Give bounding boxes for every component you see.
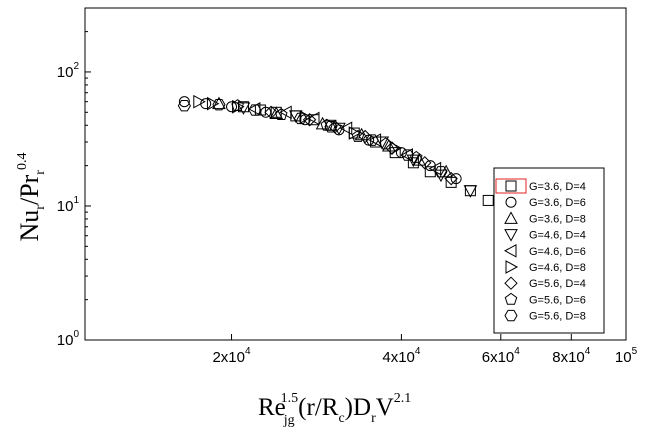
y-tick-label: 102 xyxy=(57,61,80,81)
legend-label: G=4.6, D=4 xyxy=(529,230,586,242)
data-point xyxy=(434,166,448,178)
x-axis-label: Rejg 1.5(r/Rc)DrV2.1 xyxy=(258,391,411,428)
xlabel-sub: jg xyxy=(283,413,295,428)
data-point xyxy=(324,121,338,133)
legend-marker xyxy=(504,309,518,322)
data-point xyxy=(444,171,458,186)
data-point xyxy=(482,194,494,206)
data-point xyxy=(400,148,413,162)
data-point xyxy=(237,101,249,113)
legend-selection-highlight[interactable] xyxy=(495,178,527,194)
legend-marker xyxy=(504,276,518,290)
x-tick-label: 6x104 xyxy=(482,346,521,366)
ylabel-slash: /Pr xyxy=(15,174,44,205)
data-point xyxy=(439,164,453,178)
legend-marker xyxy=(503,243,517,258)
x-axis-ticks: 2x104 4x104 6x104 8x104 105 xyxy=(212,334,638,366)
legend-label: G=5.6, D=6 xyxy=(529,294,586,306)
data-point xyxy=(212,98,226,111)
data-point xyxy=(177,100,191,112)
data-point xyxy=(351,129,365,142)
ylabel-sub2: r xyxy=(33,170,48,175)
y-axis-ticks: 100 101 102 xyxy=(57,7,91,349)
legend-marker xyxy=(504,229,518,242)
xlabel-tail-sup: 2.1 xyxy=(394,391,412,406)
svg-text:Nur/Prr0.4: Nur/Prr0.4 xyxy=(15,153,48,242)
legend-box xyxy=(493,167,605,334)
legend-marker xyxy=(504,211,518,224)
data-point xyxy=(212,96,226,110)
xlabel-tail: V xyxy=(376,394,394,421)
legend-label: G=3.6, D=4 xyxy=(529,181,586,193)
data-point xyxy=(463,185,478,198)
ylabel-sub1: r xyxy=(33,205,48,210)
data-point xyxy=(269,106,284,119)
data-point xyxy=(178,96,190,108)
ylabel-base: Nu xyxy=(15,210,44,242)
data-point xyxy=(274,108,288,121)
legend-label: G=4.6, D=6 xyxy=(529,246,586,258)
data-point xyxy=(348,126,362,140)
data-point xyxy=(385,141,399,155)
x-tick-label: 4x104 xyxy=(382,346,421,366)
legend: G=3.6, D=4 G=3.6, D=6 G=3.6, D=8 G=4.6, D=4… xyxy=(493,167,605,334)
legend-label: G=3.6, D=8 xyxy=(529,213,586,225)
xlabel-mid-sub: c xyxy=(338,411,344,426)
x-tick-label: 105 xyxy=(615,346,638,366)
legend-marker xyxy=(505,180,517,192)
y-axis-label: Nur/Prr0.4 xyxy=(15,153,48,242)
data-point xyxy=(254,104,266,116)
xlabel-mid: (r/R xyxy=(298,394,339,421)
data-point xyxy=(400,149,415,161)
legend-marker xyxy=(505,196,517,208)
x-tick-label: 2x104 xyxy=(212,346,251,366)
xlabel-sup: 1.5 xyxy=(281,391,299,406)
legend-marker xyxy=(505,260,519,274)
data-point xyxy=(409,150,423,163)
data-point xyxy=(328,120,342,134)
xlabel-base: Re xyxy=(258,394,286,421)
data-point xyxy=(231,99,244,112)
data-point xyxy=(368,133,382,147)
data-point xyxy=(379,137,392,150)
data-point xyxy=(264,105,278,120)
data-point xyxy=(248,104,262,116)
data-point xyxy=(193,94,206,109)
x-tick-label: 8x104 xyxy=(552,346,591,366)
legend-marker xyxy=(504,292,518,305)
data-point xyxy=(375,136,390,150)
data-points xyxy=(177,94,494,206)
xlabel-mid2-sub: r xyxy=(371,411,376,426)
legend-items: G=3.6, D=4 G=3.6, D=6 G=3.6, D=8 G=4.6, D=4… xyxy=(503,180,586,323)
legend-label: G=4.6, D=8 xyxy=(529,262,586,274)
data-point xyxy=(226,101,238,113)
ylabel-sup: 0.4 xyxy=(15,153,30,171)
y-tick-label: 101 xyxy=(57,195,80,215)
xlabel-mid2: )D xyxy=(345,394,371,421)
data-point xyxy=(288,110,303,123)
legend-label: G=5.6, D=8 xyxy=(529,311,586,323)
data-point xyxy=(365,134,379,146)
data-point xyxy=(450,173,462,185)
y-tick-label: 100 xyxy=(57,329,80,349)
legend-label: G=5.6, D=4 xyxy=(529,278,586,290)
data-point xyxy=(206,96,220,111)
data-point xyxy=(293,112,308,125)
data-point xyxy=(260,106,272,118)
legend-label: G=3.6, D=6 xyxy=(529,197,586,209)
plot-frame xyxy=(84,7,627,341)
